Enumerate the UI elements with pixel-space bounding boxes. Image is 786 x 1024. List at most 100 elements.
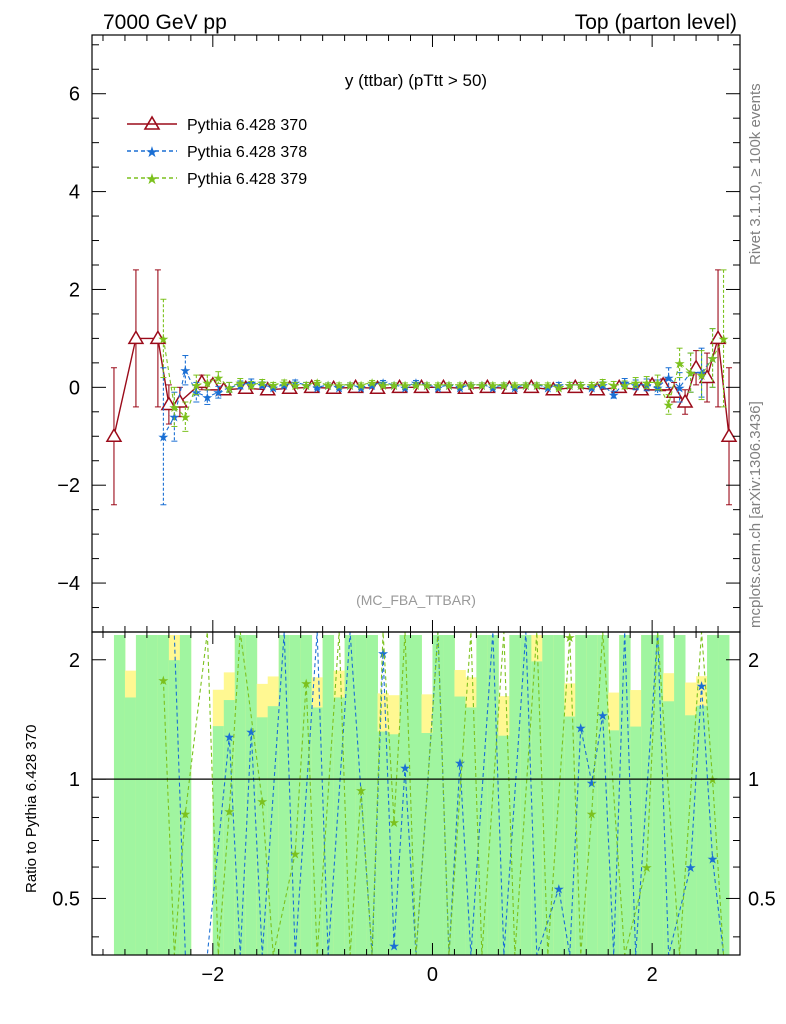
data-point-triangle xyxy=(698,369,716,384)
data-point-star: ★ xyxy=(344,378,356,393)
data-point-star: ★ xyxy=(311,375,323,390)
data-point-star: ★ xyxy=(245,378,257,393)
x-tick-label: 2 xyxy=(647,964,658,986)
data-point-star: ★ xyxy=(158,429,170,444)
ratio-band-green xyxy=(168,660,181,955)
data-point-star: ★ xyxy=(355,380,367,395)
y-tick-label: 2 xyxy=(69,279,80,301)
data-point-triangle xyxy=(127,329,145,345)
data-point-star: ★ xyxy=(465,378,477,393)
data-point-star: ★ xyxy=(674,380,686,395)
data-point-triangle xyxy=(544,381,562,396)
ratio-plot-frame xyxy=(91,631,741,956)
data-point-star: ★ xyxy=(432,378,444,393)
data-point-star: ★ xyxy=(311,380,323,395)
data-point-star: ★ xyxy=(509,378,521,393)
ratio-point-star: ★ xyxy=(399,760,411,775)
ratio-band-green xyxy=(443,635,455,955)
side-label-rivet: Rivet 3.1.10, ≥ 100k events xyxy=(747,83,764,265)
data-point-star: ★ xyxy=(553,380,565,395)
ratio-band-green xyxy=(223,700,236,955)
legend-label-378: Pythia 6.428 378 xyxy=(187,144,307,161)
data-point-star: ★ xyxy=(212,371,224,386)
data-point-star: ★ xyxy=(487,378,499,393)
ratio-point-star: ★ xyxy=(223,730,235,745)
ratio-point-star: ★ xyxy=(454,756,466,771)
legend: Pythia 6.428 370 ★ Pythia 6.428 378 ★ Py… xyxy=(127,115,307,188)
data-point-triangle xyxy=(413,378,430,394)
data-point-triangle xyxy=(709,329,727,345)
ratio-band-green xyxy=(399,635,411,955)
data-point-star: ★ xyxy=(377,378,389,393)
data-point-star: ★ xyxy=(212,385,224,400)
data-point-star: ★ xyxy=(454,380,466,395)
ratio-band-green xyxy=(256,717,269,955)
ratio-y-axis-label: Ratio to Pythia 6.428 370 xyxy=(23,725,40,893)
ratio-band-green xyxy=(157,635,170,955)
data-point-star: ★ xyxy=(169,400,181,415)
ratio-band-green xyxy=(366,635,378,955)
data-point-star: ★ xyxy=(322,378,334,393)
y-tick-label: −2 xyxy=(57,475,80,497)
ratio-y-tick-label: 0.5 xyxy=(748,888,776,910)
data-point-star: ★ xyxy=(641,378,653,393)
data-point-star: ★ xyxy=(685,366,697,381)
ratio-band-green xyxy=(245,635,258,955)
data-point-star: ★ xyxy=(663,371,675,386)
legend-marker-star-icon: ★ xyxy=(145,144,158,161)
data-point-triangle xyxy=(523,378,540,394)
data-point-triangle xyxy=(149,329,167,345)
legend-marker-triangle-icon xyxy=(143,115,161,130)
ratio-point-star: ★ xyxy=(553,881,565,896)
data-point-star: ★ xyxy=(509,380,521,395)
data-point-star: ★ xyxy=(663,397,675,412)
data-point-star: ★ xyxy=(223,380,235,395)
ratio-band-green xyxy=(344,635,356,955)
ratio-band-green xyxy=(663,701,675,955)
ratio-point-star: ★ xyxy=(377,646,389,661)
data-point-star: ★ xyxy=(300,378,312,393)
ratio-band-green xyxy=(388,734,400,955)
ratio-band-green xyxy=(377,731,389,955)
data-point-star: ★ xyxy=(388,378,400,393)
ratio-band-green xyxy=(179,635,192,955)
data-point-star: ★ xyxy=(542,378,554,393)
data-point-triangle xyxy=(171,393,189,408)
ratio-point-star: ★ xyxy=(586,806,598,821)
ratio-band-green xyxy=(674,635,686,955)
ratio-point-star: ★ xyxy=(575,720,587,735)
ratio-band-green xyxy=(278,635,291,955)
ratio-band-green xyxy=(619,635,631,955)
data-point-star: ★ xyxy=(278,375,290,390)
data-point-star: ★ xyxy=(476,378,488,393)
data-point-triangle xyxy=(259,381,277,396)
data-point-star: ★ xyxy=(333,378,345,393)
data-point-star: ★ xyxy=(718,331,730,346)
data-point-triangle xyxy=(588,381,606,396)
ratio-band-green xyxy=(300,635,313,955)
data-point-star: ★ xyxy=(586,378,598,393)
data-point-star: ★ xyxy=(432,380,444,395)
ratio-point-star: ★ xyxy=(300,676,312,691)
legend-label-379: Pythia 6.428 379 xyxy=(187,171,307,188)
ratio-y-tick-label: 1 xyxy=(748,769,759,791)
ratio-band-green xyxy=(322,635,335,955)
main-plot-title: y (ttbar) (pTtt > 50) xyxy=(345,71,487,90)
ratio-band-green xyxy=(234,635,247,955)
data-point-star: ★ xyxy=(520,378,532,393)
ratio-band-green xyxy=(718,635,730,955)
data-point-star: ★ xyxy=(201,390,213,405)
data-point-star: ★ xyxy=(158,331,170,346)
ratio-band-green xyxy=(311,707,324,955)
data-point-triangle xyxy=(720,427,738,443)
ratio-band-green xyxy=(421,733,433,955)
ratio-band-green xyxy=(498,735,510,955)
ratio-band-green xyxy=(586,635,598,955)
y-tick-label: 4 xyxy=(69,182,80,204)
ratio-band-green xyxy=(608,730,620,955)
data-point-star: ★ xyxy=(180,363,192,378)
ratio-point-star: ★ xyxy=(158,673,170,688)
data-point-star: ★ xyxy=(234,375,246,390)
data-point-triangle xyxy=(676,393,694,408)
